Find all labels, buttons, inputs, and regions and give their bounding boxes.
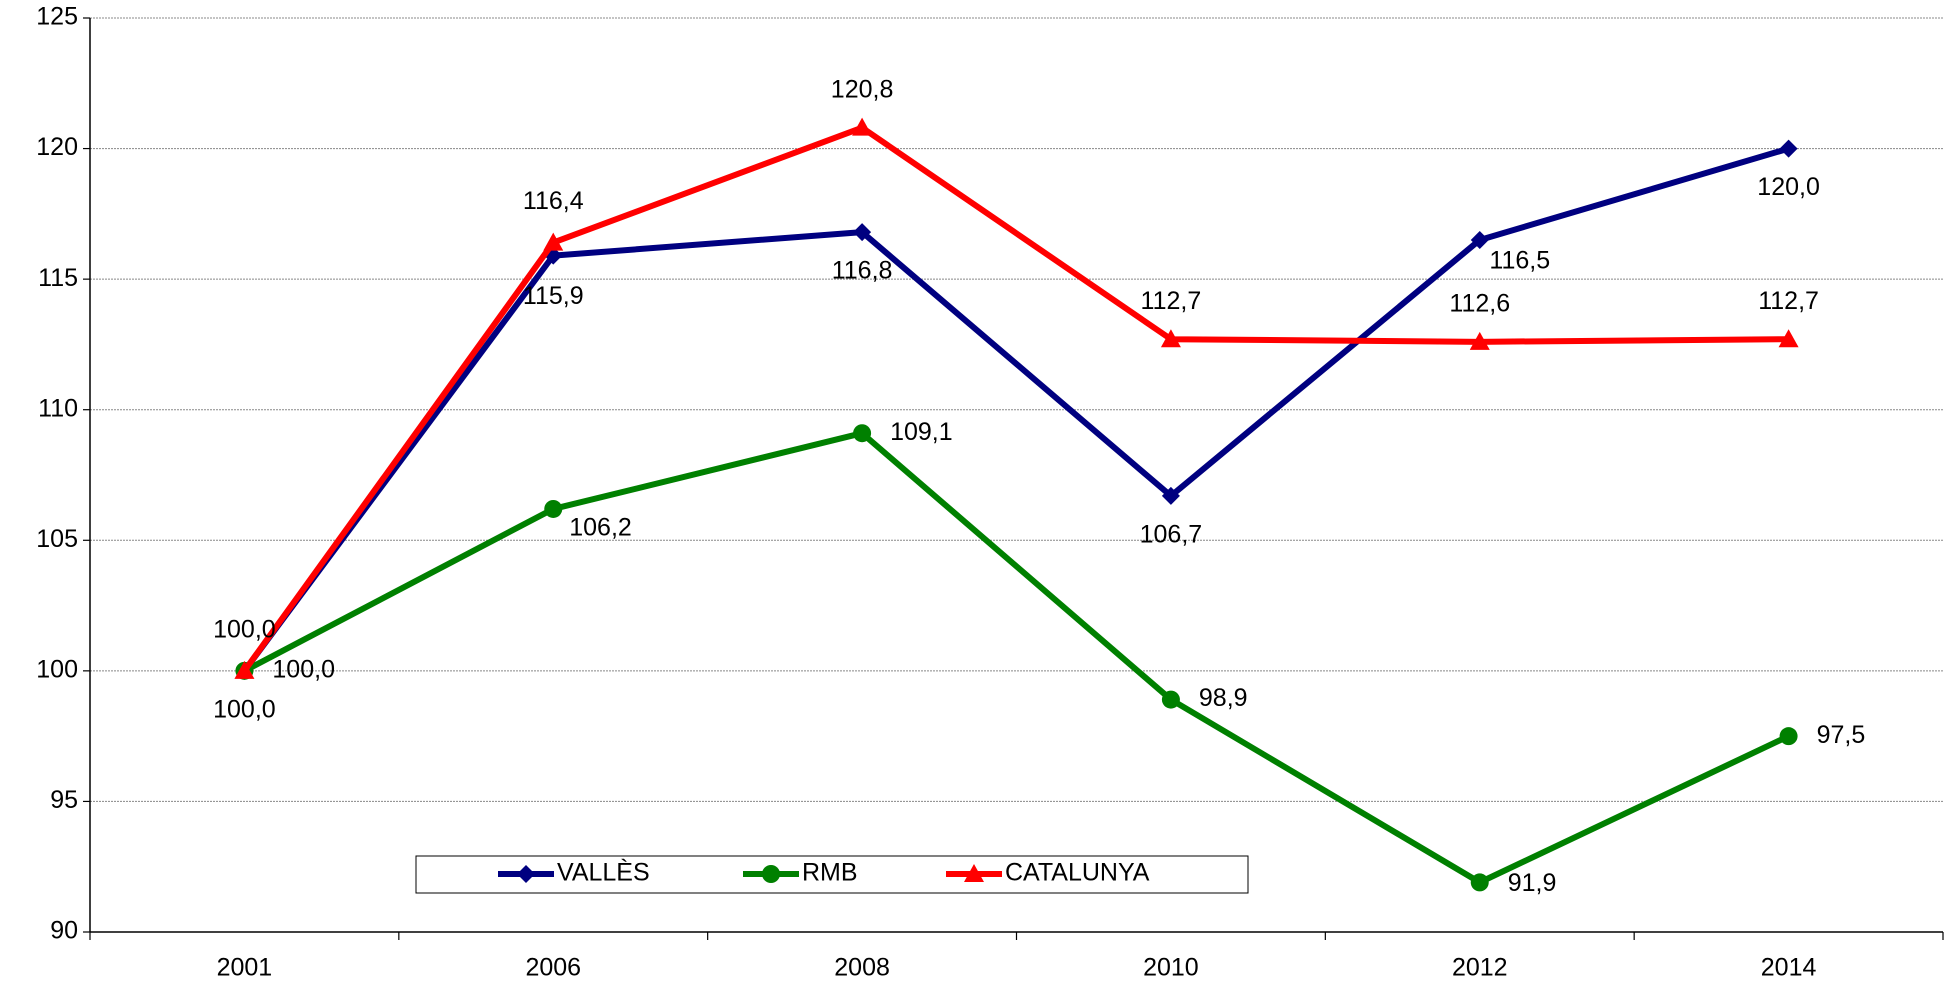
series-line [241, 124, 1789, 673]
y-tick-label: 120 [36, 133, 78, 161]
point [852, 117, 873, 136]
y-tick-label: 105 [36, 525, 78, 553]
point [1160, 329, 1181, 348]
data-label: 112,6 [1449, 289, 1510, 317]
point [853, 223, 872, 242]
legend-label: RMB [802, 859, 858, 887]
data-label: 100,0 [213, 615, 276, 643]
legend-label: CATALUNYA [1005, 859, 1150, 887]
point [1161, 690, 1180, 709]
point [1470, 873, 1489, 892]
point [544, 499, 563, 518]
y-tick-label: 95 [50, 786, 78, 814]
series-line [243, 430, 1790, 886]
point [1779, 139, 1798, 158]
point [964, 864, 984, 882]
data-label: 97,5 [1817, 721, 1866, 749]
data-label: 106,7 [1140, 521, 1203, 549]
point [517, 865, 535, 883]
x-tick-label: 2014 [1761, 954, 1817, 982]
series: 100,0 106,2 109,1 98,9 91,9 97,5 [235, 418, 1865, 897]
series: 100,0 116,4 120,8 112,7 112,6 112,7 [213, 75, 1819, 679]
point [1469, 331, 1490, 350]
point [543, 232, 564, 251]
point [762, 865, 780, 883]
data-label: 112,7 [1141, 287, 1202, 315]
x-tick-label: 2010 [1143, 954, 1199, 982]
data-label: 100,0 [213, 695, 276, 723]
data-label: 98,9 [1199, 684, 1248, 712]
point [1779, 727, 1798, 746]
point [234, 660, 255, 679]
data-label: 116,5 [1489, 247, 1550, 275]
point [1161, 486, 1180, 505]
y-tick-label: 100 [36, 655, 78, 683]
series-line [242, 145, 1790, 673]
y-tick-label: 110 [38, 394, 78, 422]
data-label: 112,7 [1758, 287, 1819, 315]
data-label: 106,2 [569, 514, 632, 542]
y-tick-label: 115 [38, 264, 78, 292]
x-tick-label: 2008 [834, 954, 890, 982]
data-label: 100,0 [272, 655, 335, 683]
point [1470, 230, 1489, 249]
legend-label: VALLÈS [557, 858, 650, 887]
x-tick-label: 2001 [217, 954, 273, 982]
point [1778, 329, 1799, 348]
legend-box [415, 855, 1249, 894]
x-tick-label: 2012 [1452, 954, 1508, 982]
x-tick-label: 2006 [525, 954, 581, 982]
data-label: 120,8 [831, 75, 894, 103]
series: 100,0 115,9 116,8 106,7 116,5 120,0 [213, 139, 1820, 723]
y-tick-label: 90 [50, 917, 78, 945]
point [853, 424, 872, 443]
data-label: 109,1 [890, 418, 953, 446]
legend: VALLÈS RMB CATALUNYA [415, 855, 1249, 894]
y-tick-label: 125 [36, 3, 78, 31]
data-label: 116,4 [523, 187, 584, 215]
data-label: 116,8 [832, 257, 893, 285]
data-label: 115,9 [523, 282, 584, 310]
data-label: 120,0 [1757, 173, 1820, 201]
data-label: 91,9 [1508, 869, 1557, 897]
